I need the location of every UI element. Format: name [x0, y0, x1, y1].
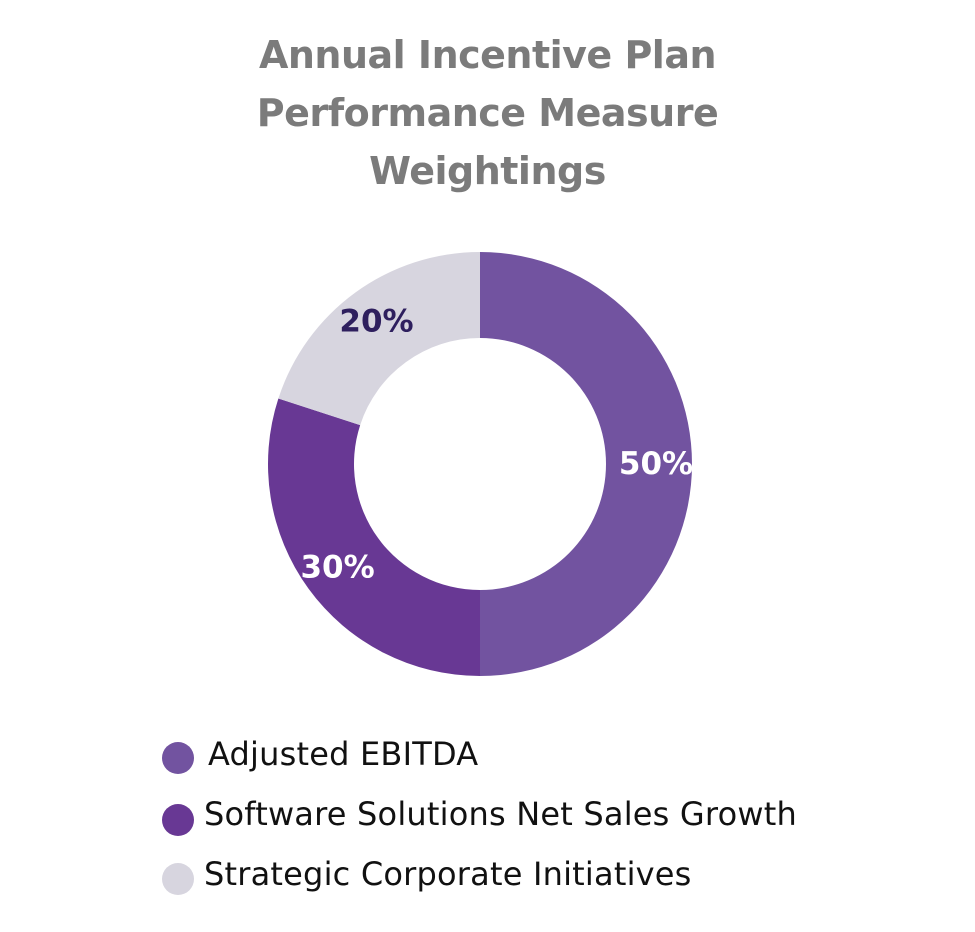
- slice-labels: 50% 30% 20%: [300, 304, 693, 586]
- slice-label-software-solutions-net-sales-growth: 30%: [300, 550, 374, 586]
- legend-label-strategic-corporate: Strategic Corporate Initiatives: [204, 855, 692, 893]
- slice-label-adjusted-ebitda: 50%: [619, 446, 693, 482]
- slice-software-solutions-net-sales-growth: [268, 398, 480, 677]
- legend-swatch-adjusted-ebitda: [162, 742, 194, 774]
- legend-swatch-software-solutions: [162, 804, 194, 836]
- slice-label-strategic-corporate-initiatives: 20%: [339, 304, 413, 340]
- chart-title-line-2: Performance Measure: [256, 91, 719, 135]
- legend-swatch-strategic-corporate: [162, 863, 194, 895]
- slice-adjusted-ebitda: [480, 252, 692, 676]
- chart-title: Annual Incentive Plan Performance Measur…: [0, 26, 975, 200]
- chart-title-line-1: Annual Incentive Plan: [258, 33, 717, 77]
- donut-slices: [268, 252, 692, 677]
- chart-title-line-3: Weightings: [369, 149, 606, 193]
- legend-label-software-solutions: Software Solutions Net Sales Growth: [204, 795, 797, 833]
- legend-label-adjusted-ebitda: Adjusted EBITDA: [208, 735, 479, 773]
- slice-strategic-corporate-initiatives: [278, 252, 480, 426]
